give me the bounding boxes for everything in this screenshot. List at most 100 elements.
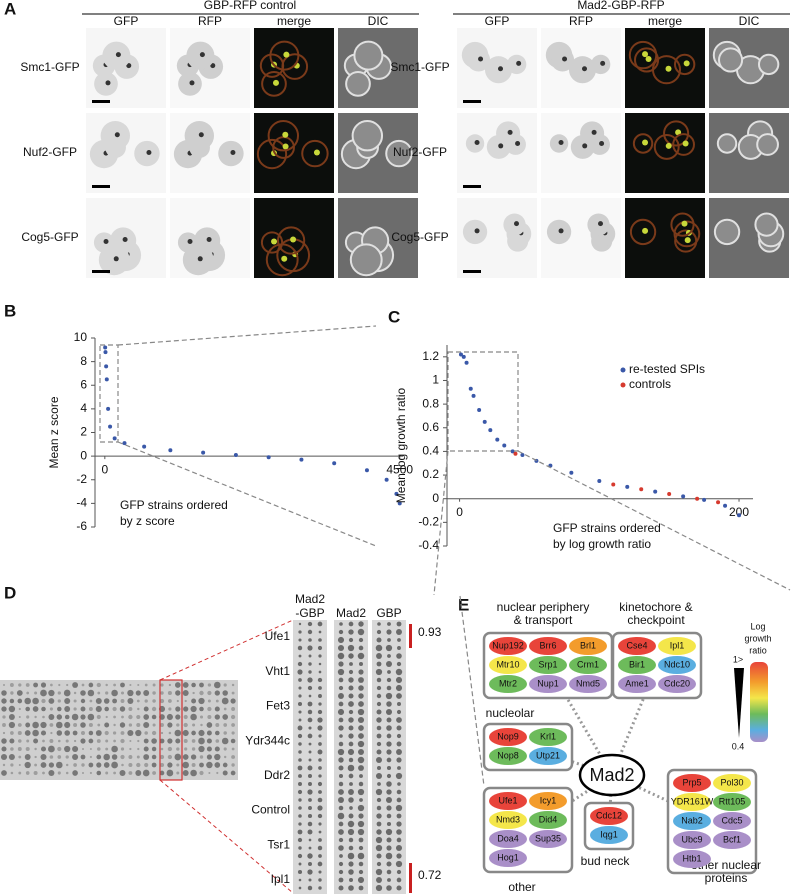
colony — [89, 747, 92, 751]
colony — [386, 813, 392, 819]
spot — [498, 66, 504, 72]
colony — [105, 715, 108, 719]
colony — [80, 714, 86, 720]
colony — [375, 668, 383, 676]
colony — [308, 742, 312, 746]
colony — [307, 789, 313, 795]
colony — [190, 705, 197, 713]
colony — [143, 690, 150, 696]
y-tick-label: 2 — [80, 425, 87, 439]
colony — [396, 701, 402, 707]
colony — [359, 798, 363, 802]
colony — [40, 753, 47, 761]
colony — [358, 677, 364, 683]
colony — [1, 690, 7, 696]
colony — [103, 753, 110, 761]
protein-node — [713, 774, 751, 792]
colony — [307, 773, 313, 779]
colony — [151, 706, 157, 712]
colony — [318, 790, 322, 794]
colony — [214, 730, 220, 736]
colony — [221, 737, 229, 745]
colony — [357, 652, 365, 660]
colony — [307, 765, 313, 771]
colony — [73, 691, 77, 695]
colony — [183, 722, 188, 728]
colony — [175, 690, 181, 696]
colony — [80, 698, 86, 704]
colony — [152, 691, 156, 695]
colony — [357, 756, 365, 764]
colony — [129, 683, 132, 687]
colony — [308, 638, 312, 642]
colony — [175, 706, 181, 712]
strip — [293, 620, 327, 894]
zoom-line — [517, 450, 791, 591]
colony — [143, 721, 150, 729]
colony — [386, 733, 392, 739]
protein-node — [489, 637, 527, 655]
scale-bar — [92, 185, 110, 188]
colony — [386, 749, 392, 755]
colony — [168, 731, 172, 735]
colony — [396, 797, 402, 803]
panel-label: D — [4, 583, 16, 602]
point — [233, 452, 238, 457]
spot — [645, 55, 652, 62]
colony — [207, 690, 212, 696]
colony — [357, 820, 365, 828]
colony — [337, 668, 345, 676]
colony — [385, 852, 393, 860]
value-bar — [409, 624, 412, 648]
colony — [96, 762, 102, 768]
colony — [348, 677, 354, 683]
colony — [297, 725, 303, 731]
colony — [298, 806, 302, 810]
colony — [57, 755, 62, 759]
colony — [176, 763, 180, 767]
protein-node — [673, 831, 711, 849]
point — [716, 500, 721, 505]
colony — [230, 738, 236, 744]
colony — [308, 758, 312, 762]
legend-title: Log — [750, 621, 765, 631]
group-title: proteins — [705, 871, 748, 885]
colony — [297, 669, 303, 675]
colony — [338, 845, 344, 851]
colony — [308, 838, 312, 842]
legend-high: 1> — [733, 654, 743, 664]
protein-node — [658, 656, 696, 674]
colony — [375, 844, 383, 852]
point — [464, 360, 469, 365]
colony — [376, 725, 382, 731]
colony — [18, 715, 21, 719]
row-label: Ddr2 — [264, 768, 290, 782]
colony — [96, 739, 101, 743]
colony — [395, 772, 403, 780]
spot — [103, 238, 109, 244]
colony — [317, 645, 323, 651]
colony — [191, 698, 197, 704]
colony — [199, 690, 204, 696]
x-axis-label: GFP strains ordered — [553, 521, 661, 535]
y-axis-label: Mean log growth ratio — [394, 387, 408, 503]
colony — [318, 870, 322, 874]
colony — [318, 774, 322, 778]
colony — [17, 698, 23, 704]
colony — [199, 770, 204, 776]
protein-label: Bcf1 — [723, 834, 741, 844]
colony — [317, 805, 323, 811]
colony — [80, 722, 86, 728]
colony — [298, 678, 302, 682]
colony — [298, 846, 302, 850]
colony — [376, 717, 382, 723]
colony — [183, 738, 188, 744]
column-label: Mad2 — [336, 606, 366, 620]
row-label: Control — [251, 803, 290, 817]
column-label: DIC — [368, 14, 389, 28]
colony — [317, 861, 323, 867]
protein-node — [618, 637, 656, 655]
colony — [206, 746, 212, 752]
spot — [313, 149, 320, 156]
colony — [222, 770, 228, 776]
